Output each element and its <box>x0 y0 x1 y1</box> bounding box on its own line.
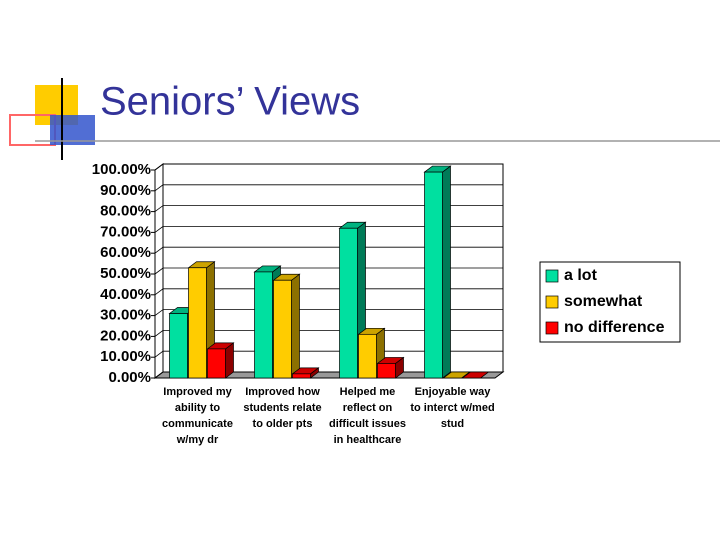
grid-line <box>154 350 503 358</box>
bar-front <box>377 363 396 379</box>
bar-front <box>273 279 292 379</box>
bar-front <box>207 348 226 379</box>
y-tick-label: 50.00% <box>100 265 151 282</box>
y-tick-label: 70.00% <box>100 223 151 240</box>
legend-label: no difference <box>564 319 665 336</box>
legend-label: somewhat <box>564 293 643 310</box>
grid-line <box>154 163 503 171</box>
bar-front <box>254 271 273 379</box>
grid-line <box>154 225 503 233</box>
y-tick-label: 90.00% <box>100 182 151 199</box>
bar-side <box>442 165 451 379</box>
bar <box>272 273 301 379</box>
grid-line <box>154 267 503 275</box>
y-tick-label: 60.00% <box>100 244 151 261</box>
bar-side <box>291 273 300 379</box>
bar-front <box>188 267 207 379</box>
x-tick-label: Helped me reflect on difficult issues in… <box>328 386 407 446</box>
bar <box>423 165 452 379</box>
slide-title: Seniors’ Views <box>100 80 360 124</box>
legend-swatch <box>545 269 559 283</box>
x-tick-label: Enjoyable way to interct w/med stud <box>410 386 495 430</box>
bar <box>187 261 216 379</box>
bar <box>291 367 320 379</box>
bar <box>442 371 471 379</box>
grid-line <box>154 205 503 212</box>
bar <box>206 342 235 379</box>
grid-line <box>154 309 503 316</box>
y-tick-label: 20.00% <box>100 327 151 344</box>
bar-front <box>339 227 358 379</box>
legend-box <box>539 261 681 343</box>
grid-line <box>154 329 503 337</box>
x-tick-label: Improved my ability to communicate w/my … <box>162 386 233 446</box>
bar-front <box>169 313 188 379</box>
deco-blue <box>50 115 95 145</box>
bar <box>357 327 386 379</box>
grid-line <box>154 184 503 192</box>
grid-line <box>154 246 503 254</box>
y-tick-label: 40.00% <box>100 286 151 303</box>
bar-top <box>442 371 471 379</box>
bar <box>461 371 490 379</box>
bar-front <box>292 373 311 379</box>
y-tick-label: 100.00% <box>92 161 151 178</box>
bar-top <box>461 371 490 379</box>
legend-swatch <box>545 321 559 335</box>
y-tick-label: 0.00% <box>108 369 151 386</box>
legend-label: a lot <box>564 267 598 284</box>
y-tick-label: 10.00% <box>100 348 151 365</box>
y-tick-label: 30.00% <box>100 307 151 324</box>
bar-front <box>424 171 443 379</box>
y-tick-label: 80.00% <box>100 203 151 220</box>
bar <box>376 356 405 379</box>
x-tick-label: Improved how students relate to older pt… <box>243 386 322 430</box>
legend-swatch <box>545 295 559 309</box>
grid-line <box>154 288 503 296</box>
bar-front <box>358 333 377 379</box>
